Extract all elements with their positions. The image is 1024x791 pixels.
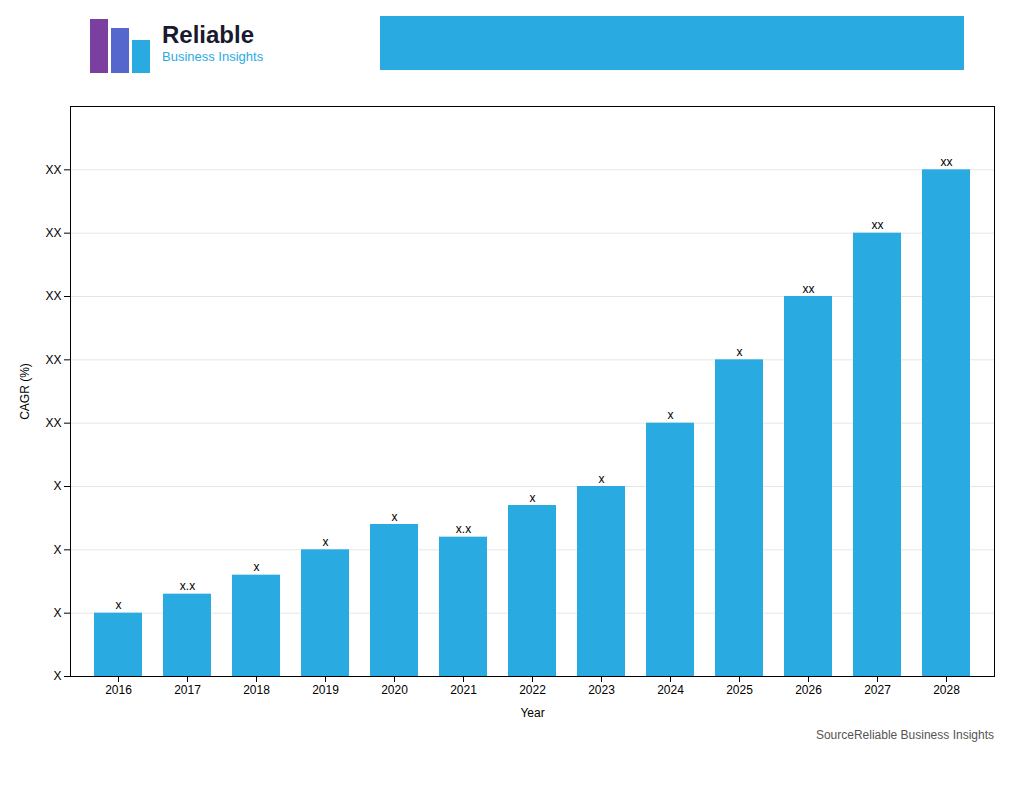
svg-text:x.x: x.x (456, 522, 471, 536)
svg-text:x: x (254, 560, 260, 574)
svg-text:2019: 2019 (312, 683, 339, 697)
html-text:Business Insights: Business Insights (162, 48, 264, 64)
svg-text:x: x (392, 510, 398, 524)
svg-text:x.x: x.x (180, 579, 195, 593)
svg-text:2020: 2020 (381, 683, 408, 697)
svg-text:2021: 2021 (450, 683, 477, 697)
svg-text:X: X (53, 543, 61, 557)
html-text:Reliable: Reliable (162, 21, 254, 49)
svg-text:x: x (323, 535, 329, 549)
svg-text:2024: 2024 (657, 683, 684, 697)
svg-text:x: x (599, 472, 605, 486)
svg-text:XX: XX (45, 163, 61, 177)
svg-text:X: X (53, 606, 61, 620)
svg-text:xx: xx (872, 218, 884, 232)
svg-text:XX: XX (45, 226, 61, 240)
svg-text:XX: XX (45, 416, 61, 430)
svg-text:CAGR (%): CAGR (%) (18, 363, 32, 420)
svg-text:2016: 2016 (105, 683, 132, 697)
svg-text:xx: xx (803, 282, 815, 296)
svg-text:xx: xx (941, 155, 953, 169)
svg-text:2028: 2028 (933, 683, 960, 697)
svg-text:X: X (53, 479, 61, 493)
svg-text:2022: 2022 (519, 683, 546, 697)
svg-text:2023: 2023 (588, 683, 615, 697)
svg-text:x: x (116, 598, 122, 612)
svg-text:x: x (530, 491, 536, 505)
svg-text:2027: 2027 (864, 683, 891, 697)
svg-text:x: x (668, 408, 674, 422)
svg-text:2025: 2025 (726, 683, 753, 697)
svg-text:XX: XX (45, 353, 61, 367)
svg-text:2026: 2026 (795, 683, 822, 697)
svg-text:Year: Year (520, 706, 544, 720)
svg-text:x: x (737, 345, 743, 359)
html-text:SourceReliable Business Insigh: SourceReliable Business Insights (815, 728, 994, 742)
svg-text:X: X (53, 669, 61, 683)
svg-text:XX: XX (45, 289, 61, 303)
svg-text:2018: 2018 (243, 683, 270, 697)
svg-text:2017: 2017 (174, 683, 201, 697)
